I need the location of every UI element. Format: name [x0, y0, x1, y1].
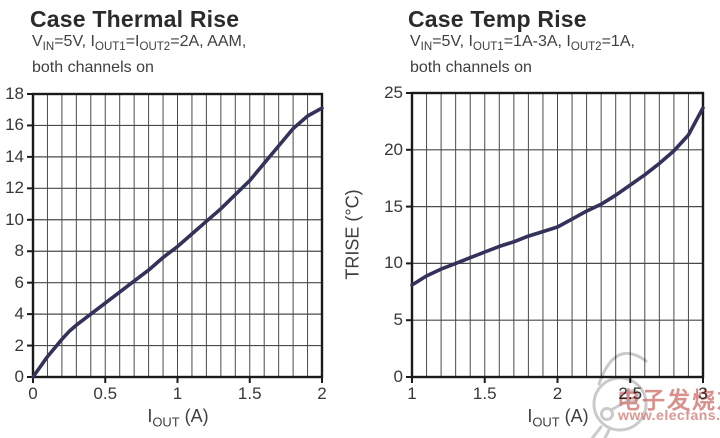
subscript-text: OUT2: [570, 41, 602, 54]
chart-title: Case Thermal Rise: [30, 6, 240, 32]
chart-subtitle-line-1: VIN=5V, IOUT1=IOUT2=2A, AAM,: [32, 33, 247, 54]
y-tick-label: 20: [384, 139, 403, 159]
subscript-text: OUT2: [139, 41, 171, 54]
y-tick-label: 16: [5, 115, 24, 135]
x-axis-title: IOUT (A): [527, 406, 589, 430]
plot-border: [410, 91, 705, 379]
y-tick-label: 0: [393, 367, 403, 386]
x-tick-label: 1: [172, 384, 183, 403]
chart-subtitle-line-2: both channels on: [32, 59, 154, 77]
y-tick-label: 2: [14, 335, 24, 355]
text-segment: =5V, I: [432, 33, 473, 50]
text-segment: =1A-3A, I: [503, 33, 571, 50]
y-tick-label: 8: [14, 241, 24, 261]
plot-area: 0 5 10 15 20 25 1 1.5 2 2.5 3: [384, 83, 708, 403]
x-tick-label: 2: [552, 384, 563, 403]
text-segment: I: [527, 406, 533, 426]
series-line: [31, 106, 324, 379]
x-tick-label: 0.5: [93, 384, 118, 403]
x-tick-label: 1.5: [237, 384, 262, 403]
text-segment: both channels on: [32, 59, 154, 76]
plot-canvas: [406, 91, 705, 383]
plot-area: 0 2 4 6 8 10 12 14 16 18 0 0.5 1 1.5 2: [5, 84, 327, 403]
text-segment: =1A,: [601, 33, 635, 50]
plot-border: [31, 92, 324, 379]
y-tick-label: 5: [393, 310, 403, 330]
subscript-text: OUT: [532, 414, 560, 430]
chart-title: Case Temp Rise: [408, 6, 587, 32]
subscript-text: OUT1: [472, 41, 504, 54]
text-segment: =5V, I: [54, 33, 95, 50]
plot-canvas: [27, 92, 324, 383]
y-tick-label: 12: [5, 178, 24, 198]
text-segment: (A): [559, 406, 589, 426]
y-tick-label: 6: [14, 272, 24, 292]
series-line: [410, 106, 705, 287]
x-tick-label: 2.5: [618, 384, 643, 403]
text-segment: (A): [179, 406, 209, 426]
x-axis-title: IOUT (A): [147, 406, 209, 430]
chart-subtitle-line-1: VIN=5V, IOUT1=1A-3A, IOUT2=1A,: [410, 33, 635, 54]
text-segment: V: [410, 33, 421, 50]
x-tick-label: 1.5: [472, 384, 497, 403]
text-segment: V: [32, 33, 43, 50]
y-tick-label: 0: [14, 367, 24, 386]
y-tick-label: 10: [5, 209, 24, 229]
watermark-url: www.elecfans.com: [618, 407, 720, 423]
subscript-text: OUT1: [94, 41, 126, 54]
x-tick-label: 2: [317, 384, 327, 403]
x-tick-label: 0: [28, 384, 38, 403]
y-tick-label: 10: [384, 253, 403, 273]
text-segment: =I: [125, 33, 140, 50]
y-tick-label: 14: [5, 146, 24, 166]
y-tick-label: 15: [384, 196, 403, 216]
subscript-text: OUT: [152, 414, 180, 430]
x-tick-label: 1: [407, 384, 417, 403]
y-tick-label: 18: [5, 84, 24, 103]
y-tick-label: 4: [14, 304, 24, 324]
chart-subtitle-line-2: both channels on: [410, 59, 532, 77]
y-axis-title: TRISE (°C): [342, 189, 363, 280]
text-segment: both channels on: [410, 59, 532, 76]
y-tick-label: 25: [384, 83, 403, 102]
text-segment: =2A, AAM,: [170, 33, 247, 50]
x-tick-label: 3: [698, 384, 708, 403]
subscript-text: IN: [420, 41, 433, 54]
subscript-text: IN: [42, 41, 55, 54]
text-segment: I: [147, 406, 153, 426]
